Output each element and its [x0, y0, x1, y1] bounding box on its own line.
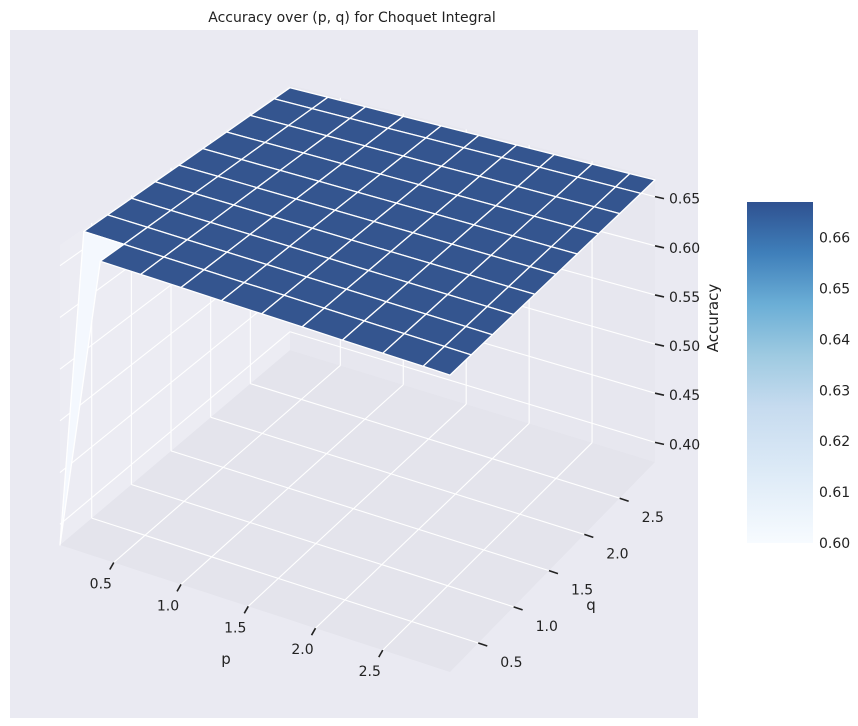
z-tick-mark — [654, 392, 665, 396]
y-tick-mark — [619, 497, 629, 502]
x-tick-mark — [310, 627, 317, 636]
z-tick-label: 0.45 — [669, 388, 700, 404]
z-tick-label: 0.55 — [669, 290, 700, 306]
y-tick-label: 0.5 — [500, 655, 522, 671]
y-tick-label: 2.0 — [606, 546, 628, 562]
x-tick-label: 2.5 — [359, 664, 381, 680]
z-tick-mark — [654, 294, 665, 298]
grid-line — [59, 331, 291, 525]
grid-line — [250, 383, 620, 499]
x-tick-label: 2.0 — [291, 642, 313, 658]
surface-cell — [422, 345, 472, 376]
colorbar-tick-label: 0.64 — [819, 332, 850, 348]
axis-ticks: 0.5 1.0 1.5 2.0 2.5 0.5 1.0 1.5 2.0 2.5 0.40 0.45 0.… — [90, 192, 701, 680]
y-tick-label: 2.5 — [642, 510, 664, 526]
colorbar-tick-label: 0.61 — [819, 485, 850, 501]
colorbar-tick-label: 0.63 — [819, 383, 850, 399]
z-tick-label: 0.40 — [669, 437, 700, 453]
grid-line — [131, 483, 514, 608]
y-tick-mark — [513, 606, 523, 611]
grid-line — [315, 422, 530, 629]
grid-line — [210, 416, 585, 535]
colorbar-tick-label: 0.62 — [819, 434, 850, 450]
z-tick-mark — [654, 195, 665, 200]
y-tick-label: 1.0 — [536, 619, 558, 635]
grid-line — [247, 403, 467, 607]
colorbar-tick-label: 0.65 — [819, 282, 850, 298]
grid-line — [113, 365, 341, 563]
x-axis-label: p — [221, 650, 231, 668]
y-tick-mark — [548, 569, 559, 575]
y-axis-label: q — [586, 596, 596, 614]
x-tick-mark — [243, 605, 249, 614]
x-tick-mark — [378, 649, 384, 658]
grid-line — [289, 331, 656, 443]
y-tick-mark — [478, 642, 488, 647]
y-tick-mark — [584, 533, 594, 539]
colorbar-ticks: 0.60 0.61 0.62 0.63 0.64 0.65 0.66 — [819, 231, 850, 552]
x-tick-label: 1.0 — [157, 598, 179, 614]
floor-pane — [60, 350, 655, 672]
z-tick-mark — [654, 245, 665, 249]
grid-line — [91, 517, 479, 644]
colorbar-tick-label: 0.66 — [819, 231, 850, 247]
chart-title: Accuracy over (p, q) for Choquet Integra… — [208, 10, 496, 26]
grid-line — [180, 384, 404, 585]
grid-line — [59, 285, 291, 474]
colorbar — [747, 202, 813, 543]
accuracy-surface — [59, 87, 656, 546]
colorbar-tick-label: 0.60 — [819, 536, 850, 552]
z-axis-label: Accuracy — [704, 284, 722, 353]
x-tick-label: 1.5 — [224, 620, 246, 636]
x-tick-mark — [109, 562, 115, 570]
grid-line — [382, 442, 593, 651]
z-tick-label: 0.50 — [669, 339, 700, 355]
z-tick-mark — [654, 343, 665, 347]
z-tick-label: 0.60 — [669, 241, 700, 257]
y-tick-label: 1.5 — [571, 583, 593, 599]
x-tick-label: 0.5 — [90, 577, 112, 593]
z-tick-mark — [654, 441, 665, 446]
x-tick-mark — [176, 584, 182, 592]
grid-line — [170, 450, 550, 572]
z-tick-label: 0.65 — [669, 192, 700, 208]
